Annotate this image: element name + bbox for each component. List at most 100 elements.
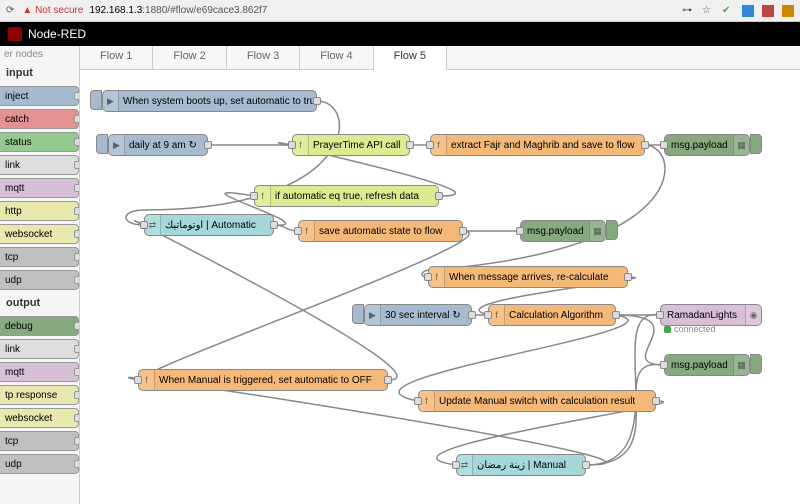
output-port[interactable] xyxy=(313,97,321,105)
flow-node-debug[interactable]: ▦ msg.payload xyxy=(520,220,606,242)
palette-node-link[interactable]: link xyxy=(0,155,79,175)
flow-node-function[interactable]: fextract Fajr and Maghrib and save to fl… xyxy=(430,134,645,156)
node-button[interactable] xyxy=(90,90,102,110)
output-port[interactable] xyxy=(459,227,467,235)
input-port[interactable] xyxy=(660,141,668,149)
debug-icon: ▦ xyxy=(733,355,749,375)
flow-node-inject[interactable]: ▶When system boots up, set automatic to … xyxy=(102,90,317,112)
palette-node-catch[interactable]: catch xyxy=(0,109,79,129)
input-port[interactable] xyxy=(426,141,434,149)
output-port[interactable] xyxy=(641,141,649,149)
flow-node-mqtt[interactable]: ◉RamadanLights xyxy=(660,304,762,326)
url-text[interactable]: 192.168.1.3:1880/#flow/e69cace3.862f7 xyxy=(89,5,267,16)
flow-node-function[interactable]: fif automatic eq true, refresh data xyxy=(254,185,439,207)
input-port[interactable] xyxy=(660,361,668,369)
input-port[interactable] xyxy=(424,273,432,281)
nodered-logo-icon xyxy=(8,27,22,41)
palette-filter[interactable]: er nodes xyxy=(0,46,79,63)
flow-node-inject[interactable]: ▶daily at 9 am ↻ xyxy=(108,134,208,156)
palette-node-mqtt[interactable]: mqtt xyxy=(0,178,79,198)
node-label: extract Fajr and Maghrib and save to flo… xyxy=(451,140,634,151)
output-port[interactable] xyxy=(652,397,660,405)
flow-canvas[interactable]: ▶When system boots up, set automatic to … xyxy=(80,70,800,504)
palette-category[interactable]: input xyxy=(0,63,79,83)
flow-node-debug[interactable]: ▦ msg.payload xyxy=(664,354,750,376)
output-port[interactable] xyxy=(624,273,632,281)
tab-flow-5[interactable]: Flow 5 xyxy=(374,46,447,70)
output-port[interactable] xyxy=(582,461,590,469)
palette-node-websocket[interactable]: websocket xyxy=(0,224,79,244)
node-label: PrayerTime API call xyxy=(313,140,400,151)
star-icon[interactable]: ☆ xyxy=(702,5,714,17)
key-icon[interactable]: ⊶ xyxy=(682,5,694,17)
palette-node-tp-response[interactable]: tp response xyxy=(0,385,79,405)
check-icon[interactable]: ✔ xyxy=(722,5,734,17)
output-port[interactable] xyxy=(204,141,212,149)
ext1-icon[interactable] xyxy=(742,5,754,17)
input-port[interactable] xyxy=(516,227,524,235)
flow-node-function[interactable]: fPrayerTime API call xyxy=(292,134,410,156)
tab-flow-1[interactable]: Flow 1 xyxy=(80,46,153,69)
flow-node-switch[interactable]: ⇄اوتوماتيك | Automatic xyxy=(144,214,274,236)
browser-right-icons: ⊶ ☆ ✔ xyxy=(682,5,794,17)
mqtt-icon: ◉ xyxy=(745,305,761,325)
input-port[interactable] xyxy=(288,141,296,149)
debug-icon: ▦ xyxy=(589,221,605,241)
palette-node-udp[interactable]: udp xyxy=(0,270,79,290)
palette-node-mqtt[interactable]: mqtt xyxy=(0,362,79,382)
output-port[interactable] xyxy=(270,221,278,229)
node-label: When system boots up, set automatic to t… xyxy=(123,96,321,107)
flow-node-function[interactable]: fWhen message arrives, re-calculate xyxy=(428,266,628,288)
output-port[interactable] xyxy=(406,141,414,149)
ext2-icon[interactable] xyxy=(762,5,774,17)
flow-node-function[interactable]: fCalculation Algorithm xyxy=(488,304,616,326)
input-port[interactable] xyxy=(250,192,258,200)
node-button[interactable] xyxy=(750,134,762,154)
input-port[interactable] xyxy=(140,221,148,229)
palette-node-inject[interactable]: inject xyxy=(0,86,79,106)
input-port[interactable] xyxy=(294,227,302,235)
ext3-icon[interactable] xyxy=(782,5,794,17)
reload-icon[interactable]: ⟳ xyxy=(6,5,14,16)
tab-flow-3[interactable]: Flow 3 xyxy=(227,46,300,69)
node-label: msg.payload xyxy=(671,360,728,371)
node-button[interactable] xyxy=(606,220,618,240)
palette-node-status[interactable]: status xyxy=(0,132,79,152)
palette-node-tcp[interactable]: tcp xyxy=(0,247,79,267)
node-label: 30 sec interval ↻ xyxy=(385,310,461,321)
palette-category[interactable]: output xyxy=(0,293,79,313)
flow-node-inject[interactable]: ▶30 sec interval ↻ xyxy=(364,304,472,326)
flow-node-function[interactable]: fUpdate Manual switch with calculation r… xyxy=(418,390,656,412)
node-label: اوتوماتيك | Automatic xyxy=(165,220,256,231)
node-label: save automatic state to flow xyxy=(319,226,442,237)
palette-node-udp[interactable]: udp xyxy=(0,454,79,474)
output-port[interactable] xyxy=(612,311,620,319)
palette-node-link[interactable]: link xyxy=(0,339,79,359)
output-port[interactable] xyxy=(435,192,443,200)
node-label: Calculation Algorithm xyxy=(509,310,603,321)
tab-flow-4[interactable]: Flow 4 xyxy=(300,46,373,69)
flow-node-function[interactable]: fWhen Manual is triggered, set automatic… xyxy=(138,369,388,391)
output-port[interactable] xyxy=(384,376,392,384)
palette-node-tcp[interactable]: tcp xyxy=(0,431,79,451)
palette-node-http[interactable]: http xyxy=(0,201,79,221)
palette-sidebar: er nodes input inject catch status link mqtt h… xyxy=(0,46,80,504)
input-port[interactable] xyxy=(484,311,492,319)
node-label: When Manual is triggered, set automatic … xyxy=(159,375,372,386)
palette-node-websocket[interactable]: websocket xyxy=(0,408,79,428)
node-label: msg.payload xyxy=(527,226,584,237)
flow-node-function[interactable]: fsave automatic state to flow xyxy=(298,220,463,242)
node-button[interactable] xyxy=(750,354,762,374)
input-port[interactable] xyxy=(414,397,422,405)
tab-flow-2[interactable]: Flow 2 xyxy=(153,46,226,69)
debug-icon: ▦ xyxy=(733,135,749,155)
input-port[interactable] xyxy=(134,376,142,384)
palette-node-debug[interactable]: debug xyxy=(0,316,79,336)
flow-node-debug[interactable]: ▦msg.payload xyxy=(664,134,750,156)
input-port[interactable] xyxy=(452,461,460,469)
flow-node-switch[interactable]: ⇄زينة رمضان | Manual xyxy=(456,454,586,476)
node-button[interactable] xyxy=(352,304,364,324)
node-button[interactable] xyxy=(96,134,108,154)
output-port[interactable] xyxy=(468,311,476,319)
input-port[interactable] xyxy=(656,311,664,319)
